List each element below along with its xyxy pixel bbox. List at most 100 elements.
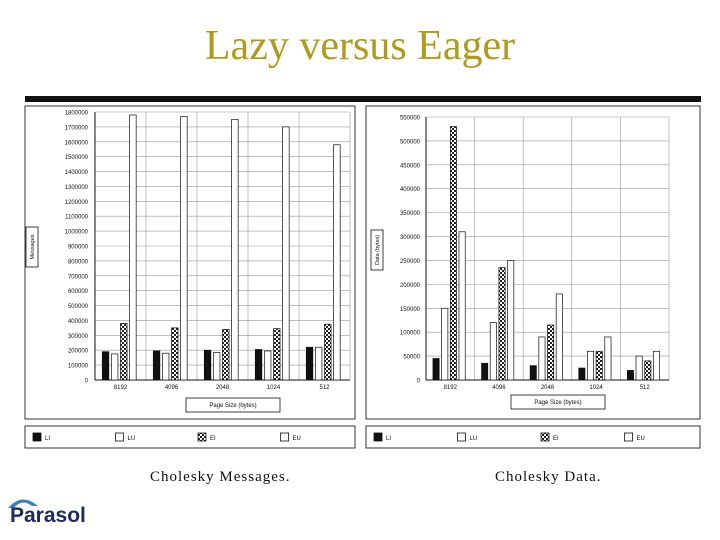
bar-li-8192 xyxy=(432,358,440,381)
x-label-box xyxy=(185,397,281,413)
bar-li-1024 xyxy=(578,367,586,381)
parasol-logo xyxy=(8,499,38,508)
bar-li-1024 xyxy=(254,349,263,381)
bar-ei-512 xyxy=(644,360,652,381)
y-tick-label: 1500000 xyxy=(65,155,89,161)
bar-li-512 xyxy=(305,346,314,381)
bar-eu-2048 xyxy=(555,293,563,381)
legend-label-li: LI xyxy=(45,436,50,442)
y-label-text: Data (bytes) xyxy=(375,235,381,265)
y-tick-label: 200000 xyxy=(400,283,421,289)
x-tick-label: 2048 xyxy=(216,385,230,391)
legend-box xyxy=(24,425,356,449)
bar-li-2048 xyxy=(203,349,212,381)
y-tick-label: 1700000 xyxy=(65,125,89,131)
legend-swatch-ei xyxy=(197,432,207,442)
y-tick-label: 300000 xyxy=(400,235,421,241)
bar-lu-512 xyxy=(315,346,323,381)
legend-box xyxy=(365,425,701,449)
bar-ei-512 xyxy=(324,323,332,381)
legend-label-ei: EI xyxy=(210,436,216,442)
data-chart: 0 50000 100000 150000 200000 250000 300000 3500… xyxy=(365,105,701,449)
y-tick-label: 900000 xyxy=(68,245,89,251)
y-tick-label: 400000 xyxy=(68,319,89,325)
bar-eu-1024 xyxy=(604,336,612,381)
caption-data: Cholesky Data. xyxy=(495,469,602,485)
bar-ei-8192 xyxy=(120,323,128,381)
logo-text: Parasol xyxy=(10,504,86,527)
y-tick-label: 1300000 xyxy=(65,185,89,191)
bar-lu-4096 xyxy=(162,352,170,381)
x-label-box xyxy=(510,394,606,410)
y-tick-label: 350000 xyxy=(400,211,421,217)
bar-li-8192 xyxy=(101,351,110,381)
bar-ei-1024 xyxy=(595,350,603,381)
y-label-box xyxy=(370,229,384,271)
y-label-box xyxy=(25,226,39,268)
bar-lu-4096 xyxy=(489,322,497,381)
legend-label-ei: EI xyxy=(553,436,559,442)
x-tick-label: 8192 xyxy=(114,385,128,391)
bar-li-4096 xyxy=(481,362,489,381)
y-tick-label: 1600000 xyxy=(65,140,89,146)
x-tick-label: 512 xyxy=(640,385,651,391)
x-tick-label: 4096 xyxy=(492,385,506,391)
bar-eu-512 xyxy=(333,144,341,381)
bar-lu-8192 xyxy=(111,353,119,381)
legend-label-eu: EU xyxy=(637,436,645,442)
y-tick-label: 800000 xyxy=(68,259,89,265)
bar-lu-2048 xyxy=(538,336,546,381)
x-axis-label: Page Size (bytes) xyxy=(209,403,256,409)
legend-swatch-lu xyxy=(115,432,124,442)
x-tick-label: 1024 xyxy=(267,385,281,391)
bar-ei-4096 xyxy=(498,267,506,381)
y-tick-label: 1000000 xyxy=(65,230,89,236)
bar-lu-8192 xyxy=(441,307,449,381)
bar-eu-2048 xyxy=(231,119,239,381)
y-axis-label: Data (bytes) xyxy=(370,229,384,271)
y-tick-label: 400000 xyxy=(400,187,421,193)
bar-lu-2048 xyxy=(213,352,221,381)
bar-eu-8192 xyxy=(458,231,466,381)
slide-title: Lazy versus Eager xyxy=(204,23,516,69)
bar-lu-1024 xyxy=(587,350,595,381)
bar-li-512 xyxy=(626,370,634,381)
messages-chart: 0 100000 200000 300000 400000 500000 600000 700… xyxy=(24,105,356,449)
x-tick-label: 4096 xyxy=(165,385,179,391)
y-tick-label: 100000 xyxy=(400,331,421,337)
y-tick-label: 100000 xyxy=(68,364,89,370)
y-tick-label: 500000 xyxy=(400,139,421,145)
x-tick-label: 1024 xyxy=(589,385,603,391)
bar-lu-512 xyxy=(635,355,643,381)
bar-ei-2048 xyxy=(547,324,555,381)
bar-ei-1024 xyxy=(273,328,281,381)
legend-label-eu: EU xyxy=(293,436,301,442)
x-tick-label: 512 xyxy=(319,385,330,391)
bar-lu-1024 xyxy=(264,350,272,381)
y-label-text: Messages xyxy=(30,234,36,259)
y-tick-label: 250000 xyxy=(400,259,421,265)
x-axis-label: Page Size (bytes) xyxy=(534,400,581,406)
legend-label-lu: LU xyxy=(128,436,136,442)
title-rule xyxy=(25,96,701,102)
legend-label-li: LI xyxy=(386,436,391,442)
y-tick-label: 700000 xyxy=(68,274,89,280)
bar-li-2048 xyxy=(529,365,537,381)
bar-ei-2048 xyxy=(222,329,230,381)
legend-label-lu: LU xyxy=(470,436,478,442)
y-tick-label: 50000 xyxy=(403,355,420,361)
y-tick-label: 1100000 xyxy=(65,215,89,221)
y-tick-label: 500000 xyxy=(68,304,89,310)
legend-swatch-eu xyxy=(624,432,633,442)
legend-swatch-li xyxy=(373,432,383,442)
y-tick-label: 300000 xyxy=(68,334,89,340)
y-tick-label: 0 xyxy=(85,379,89,385)
y-tick-label: 550000 xyxy=(400,116,421,122)
bar-ei-4096 xyxy=(171,327,179,381)
y-tick-label: 1800000 xyxy=(65,111,89,117)
bar-ei-8192 xyxy=(449,126,457,381)
y-tick-label: 200000 xyxy=(68,349,89,355)
x-tick-label: 8192 xyxy=(444,385,458,391)
y-tick-label: 0 xyxy=(417,379,421,385)
